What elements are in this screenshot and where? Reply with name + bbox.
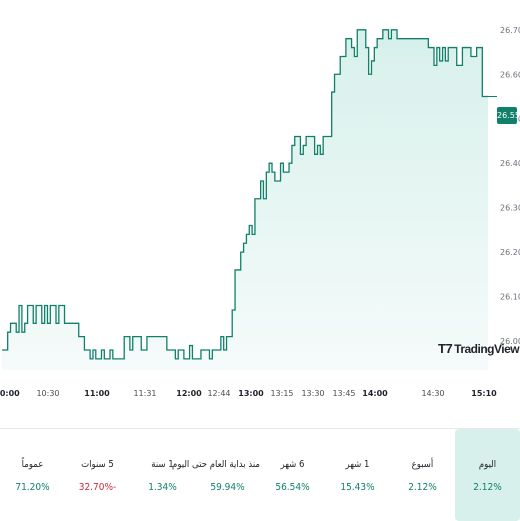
period-button[interactable]: عموماً 71.20%	[0, 429, 65, 521]
x-axis-tick-label: 14:00	[362, 389, 388, 398]
period-label: 1 شهر	[345, 459, 370, 470]
period-label: أسبوع	[411, 459, 434, 470]
period-label: اليوم	[478, 459, 497, 470]
y-axis-tick-label: 26.60	[500, 70, 520, 79]
period-change-value: 2.12%	[408, 482, 437, 493]
x-axis-tick-label: 10:30	[36, 389, 59, 398]
period-button[interactable]: 1 سنة 1.34%	[130, 429, 195, 521]
x-axis-tick-label: 13:15	[270, 389, 293, 398]
period-button[interactable]: 5 سنوات 32.70%-	[65, 429, 130, 521]
period-button[interactable]: منذ بداية العام حتى اليوم 59.94%	[172, 429, 260, 521]
price-chart-canvas[interactable]: 26.7026.6026.5026.4026.3026.2026.1026.00…	[0, 0, 520, 400]
period-label: 6 شهر	[280, 459, 305, 470]
x-axis-tick-label: 10:00	[0, 389, 20, 398]
period-label: 1 سنة	[151, 459, 174, 470]
period-button[interactable]: اليوم 2.12%	[455, 429, 520, 521]
price-area-fill	[2, 29, 488, 371]
x-axis-tick-label: 15:10	[471, 389, 497, 398]
period-button[interactable]: 6 شهر 56.54%	[260, 429, 325, 521]
period-change-value: 59.94%	[210, 482, 245, 493]
y-axis-tick-label: 26.00	[500, 337, 520, 346]
y-axis-tick-label: 26.20	[500, 248, 520, 257]
period-change-value: 15.43%	[340, 482, 375, 493]
x-axis-tick-label: 13:00	[238, 389, 264, 398]
x-axis-tick-label: 12:44	[207, 389, 230, 398]
period-button[interactable]: 1 شهر 15.43%	[325, 429, 390, 521]
period-button[interactable]: أسبوع 2.12%	[390, 429, 455, 521]
x-axis-tick-label: 13:30	[301, 389, 324, 398]
y-axis-tick-label: 26.10	[500, 293, 520, 302]
period-change-value: 1.34%	[148, 482, 177, 493]
tradingview-logo-text: TradingView	[454, 341, 520, 356]
period-change-value: 32.70%-	[78, 482, 117, 493]
y-axis-tick-label: 26.70	[500, 26, 520, 35]
y-axis-tick-label: 26.40	[500, 159, 520, 168]
performance-periods: اليوم 2.12% أسبوع 2.12% 1 شهر 15.43% 6 شهر 56.5…	[0, 428, 520, 521]
x-axis-tick-label: 13:45	[332, 389, 355, 398]
period-label: 5 سنوات	[81, 459, 114, 470]
period-change-value: 2.12%	[473, 482, 502, 493]
x-axis-tick-label: 12:00	[176, 389, 202, 398]
price-chart[interactable]: 26.7026.6026.5026.4026.3026.2026.1026.00…	[0, 0, 520, 400]
period-change-value: 71.20%	[15, 482, 50, 493]
y-axis-tick-label: 26.30	[500, 204, 520, 213]
period-label: عموماً	[21, 459, 44, 470]
x-axis-tick-label: 11:00	[84, 389, 110, 398]
current-price-badge: 26.55	[497, 107, 520, 124]
tradingview-mark-icon: T7	[438, 341, 453, 356]
x-axis-tick-label: 11:31	[133, 389, 156, 398]
x-axis-tick-label: 14:30	[421, 389, 444, 398]
price-line	[2, 29, 488, 360]
period-label: منذ بداية العام حتى اليوم	[172, 459, 260, 470]
period-change-value: 56.54%	[275, 482, 310, 493]
tradingview-logo: T7 TradingView	[438, 341, 520, 356]
